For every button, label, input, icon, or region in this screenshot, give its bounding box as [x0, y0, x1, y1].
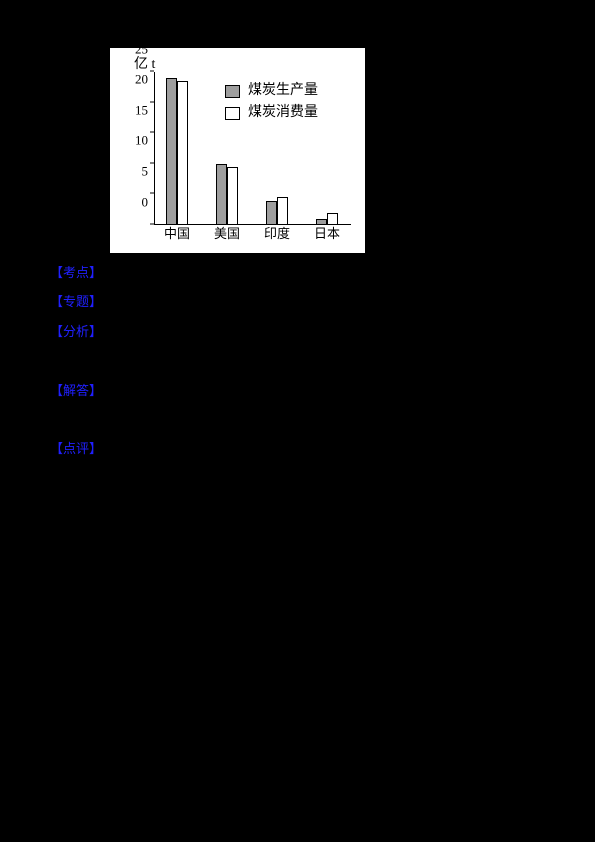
y-tick-label: 25 [120, 37, 148, 60]
fenxi-tag: 【分析】 [50, 324, 102, 339]
zhuanti-tag: 【专题】 [50, 294, 102, 309]
coal-bar-chart: 亿 t0510152025中国美国印度日本煤炭生产量煤炭消费量 [110, 48, 365, 253]
legend-label-production: 煤炭生产量 [248, 80, 318, 102]
y-tick-label: 5 [120, 159, 148, 182]
kaodian-line: 【考点】 [50, 261, 545, 284]
dianping-tag: 【点评】 [50, 441, 102, 456]
dianping-line: 【点评】 [50, 437, 545, 460]
legend-row-consumption: 煤炭消费量 [225, 102, 318, 124]
x-category-label: 美国 [214, 222, 240, 245]
x-category-label: 日本 [314, 222, 340, 245]
bar-production [166, 78, 177, 225]
legend-swatch-consumption [225, 107, 240, 120]
zhuanti-line: 【专题】 [50, 290, 545, 313]
y-tick-label: 10 [120, 129, 148, 152]
y-tick-label: 0 [120, 190, 148, 213]
bar-production [216, 164, 227, 225]
y-tick-label: 15 [120, 98, 148, 121]
x-category-label: 印度 [264, 222, 290, 245]
chart-legend: 煤炭生产量煤炭消费量 [225, 80, 318, 124]
legend-label-consumption: 煤炭消费量 [248, 102, 318, 124]
legend-row-production: 煤炭生产量 [225, 80, 318, 102]
jieda-line: 【解答】 [50, 379, 545, 402]
kaodian-tag: 【考点】 [50, 265, 102, 280]
fenxi-line [50, 349, 545, 372]
x-category-label: 中国 [164, 222, 190, 245]
jieda-tag: 【解答】 [50, 383, 102, 398]
bar-consumption [227, 167, 238, 225]
bar-consumption [177, 81, 188, 225]
legend-swatch-production [225, 85, 240, 98]
y-tick-label: 20 [120, 68, 148, 91]
fenxi-line: 【分析】 [50, 320, 545, 343]
jieda-line [50, 408, 545, 431]
